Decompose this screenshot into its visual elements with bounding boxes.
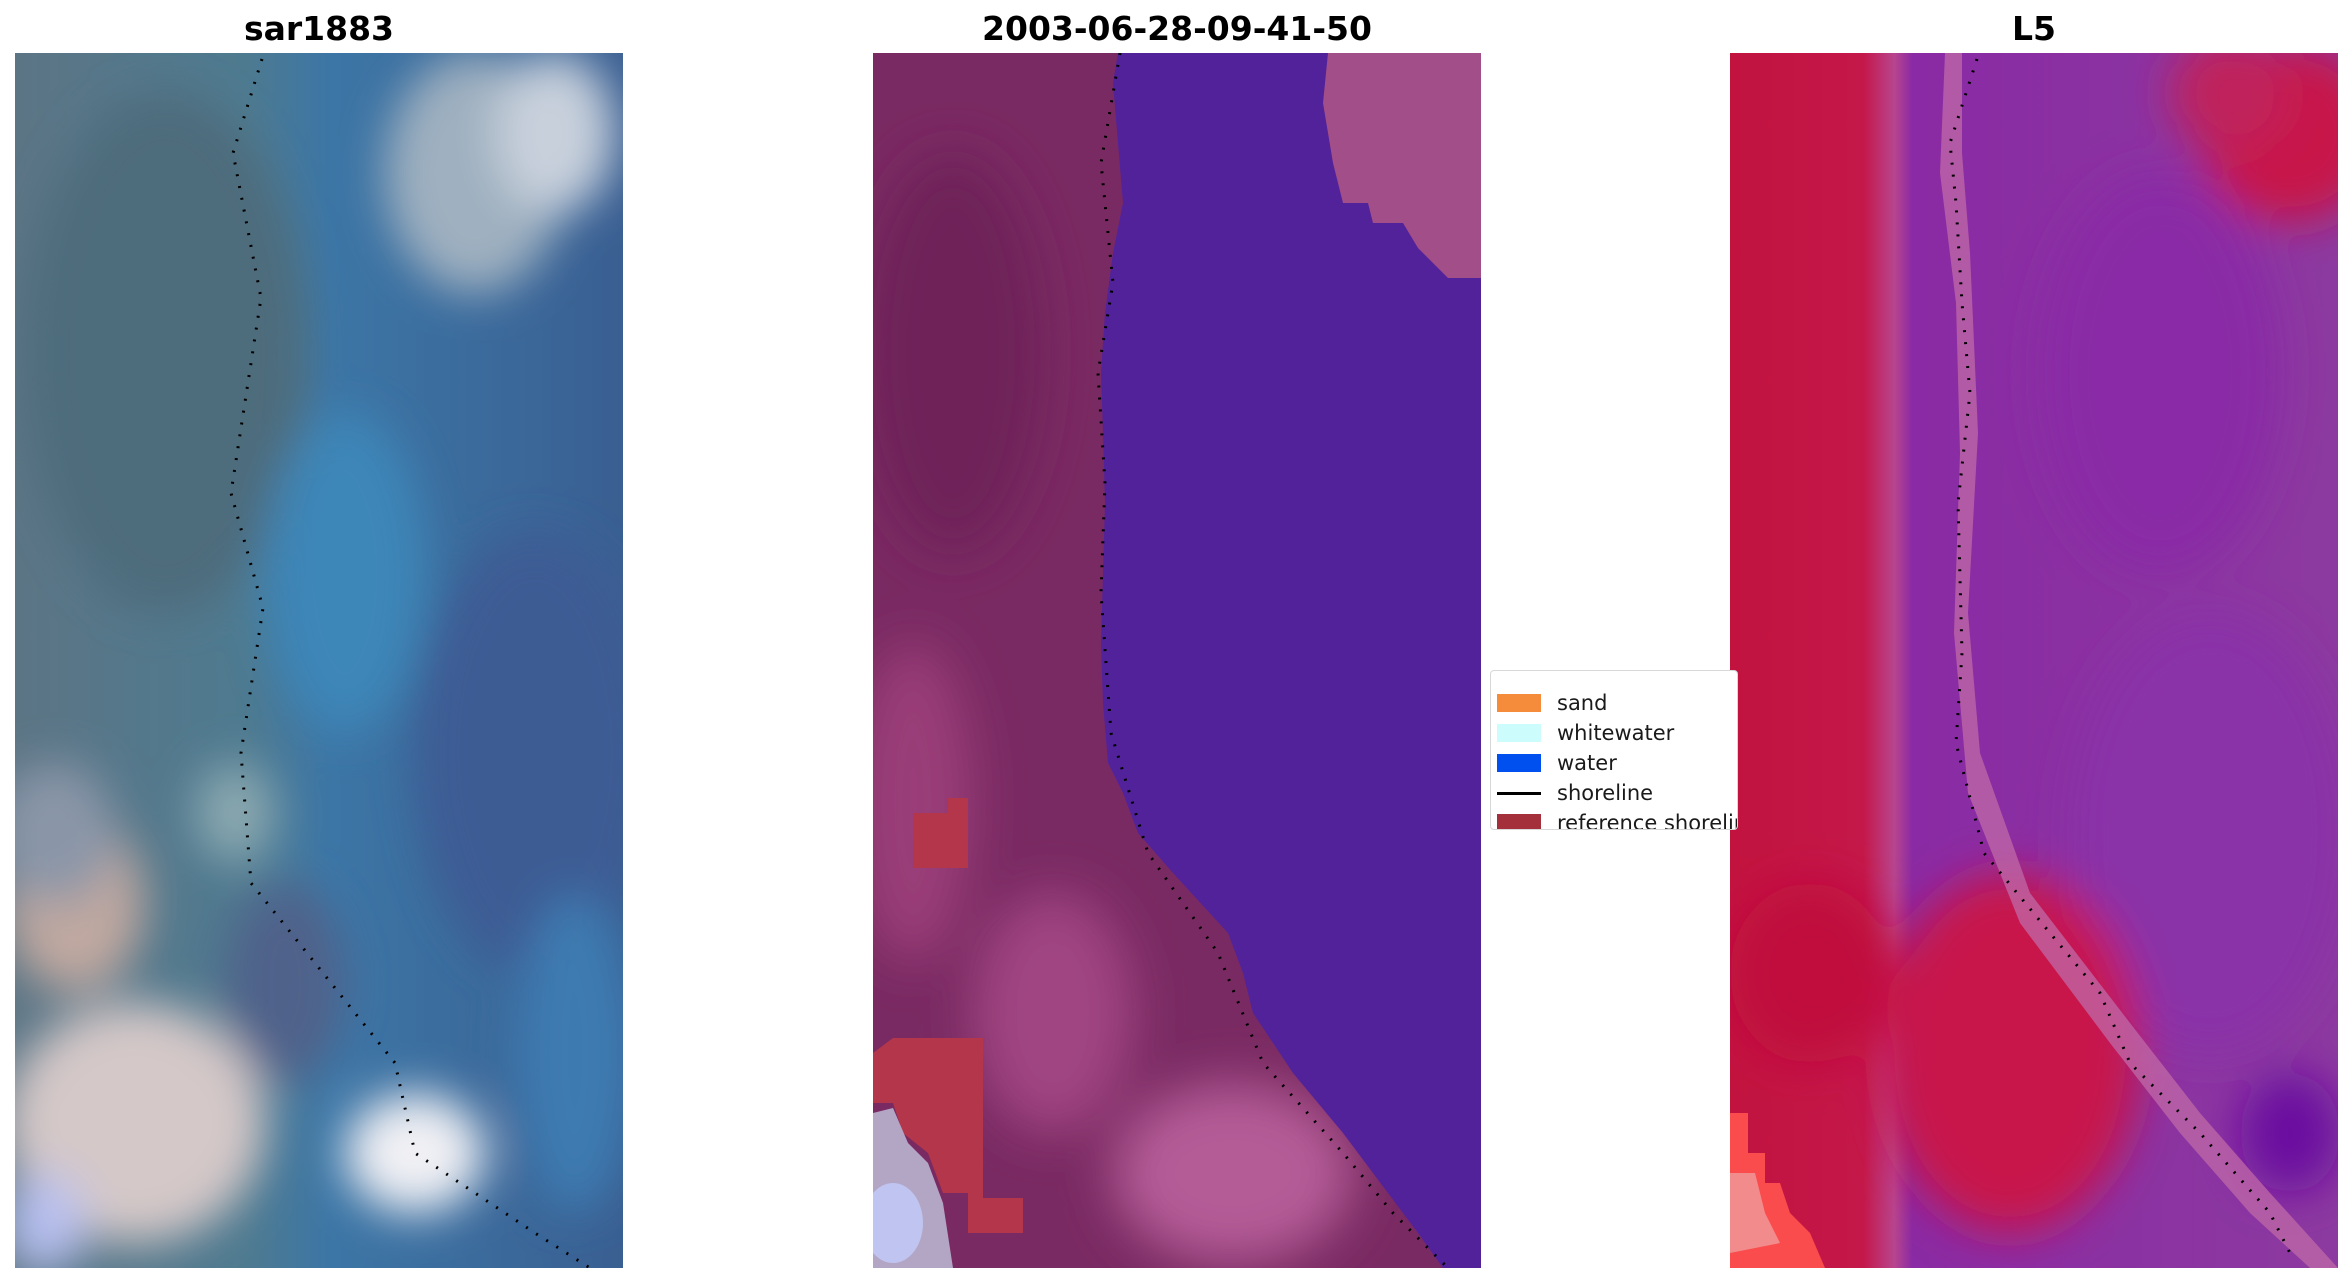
legend-label: reference shoreline xyxy=(1557,811,1737,830)
legend: sand whitewater water shoreline referenc… xyxy=(1490,670,1738,830)
panel-title-classification: 2003-06-28-09-41-50 xyxy=(982,9,1372,48)
legend-item-shoreline: shoreline xyxy=(1497,779,1653,807)
shoreline-dots xyxy=(229,58,591,1268)
legend-item-reference-shoreline: reference shoreline xyxy=(1497,809,1737,830)
reference-patch-lower xyxy=(873,1038,1023,1233)
shoreline-dots xyxy=(1948,58,2292,1254)
legend-item-sand: sand xyxy=(1497,689,1607,717)
index-panel xyxy=(1730,53,2338,1268)
panel-title-rgb: sar1883 xyxy=(243,9,395,48)
panel-title-index: L5 xyxy=(2012,9,2056,48)
shoreline-line-swatch xyxy=(1497,791,1541,795)
water-swatch xyxy=(1497,754,1541,772)
rgb-image xyxy=(15,53,623,1268)
water-region xyxy=(1101,53,1481,1268)
land-patch xyxy=(1323,53,1481,278)
legend-label: water xyxy=(1557,751,1617,775)
classification-panel xyxy=(873,53,1481,1268)
whitewater-swatch xyxy=(1497,724,1541,742)
legend-label: whitewater xyxy=(1557,721,1675,745)
reference-shoreline-swatch xyxy=(1497,814,1541,829)
sand-swatch xyxy=(1497,694,1541,712)
shoreline-dots xyxy=(1096,53,1450,1268)
legend-item-whitewater: whitewater xyxy=(1497,719,1674,747)
legend-item-water: water xyxy=(1497,749,1617,777)
reference-patch xyxy=(913,813,968,868)
rgb-image-panel xyxy=(15,53,623,1268)
index-image xyxy=(1730,53,2338,1268)
classification-image xyxy=(873,53,1481,1268)
legend-label: shoreline xyxy=(1557,781,1654,805)
legend-label: sand xyxy=(1557,691,1608,715)
